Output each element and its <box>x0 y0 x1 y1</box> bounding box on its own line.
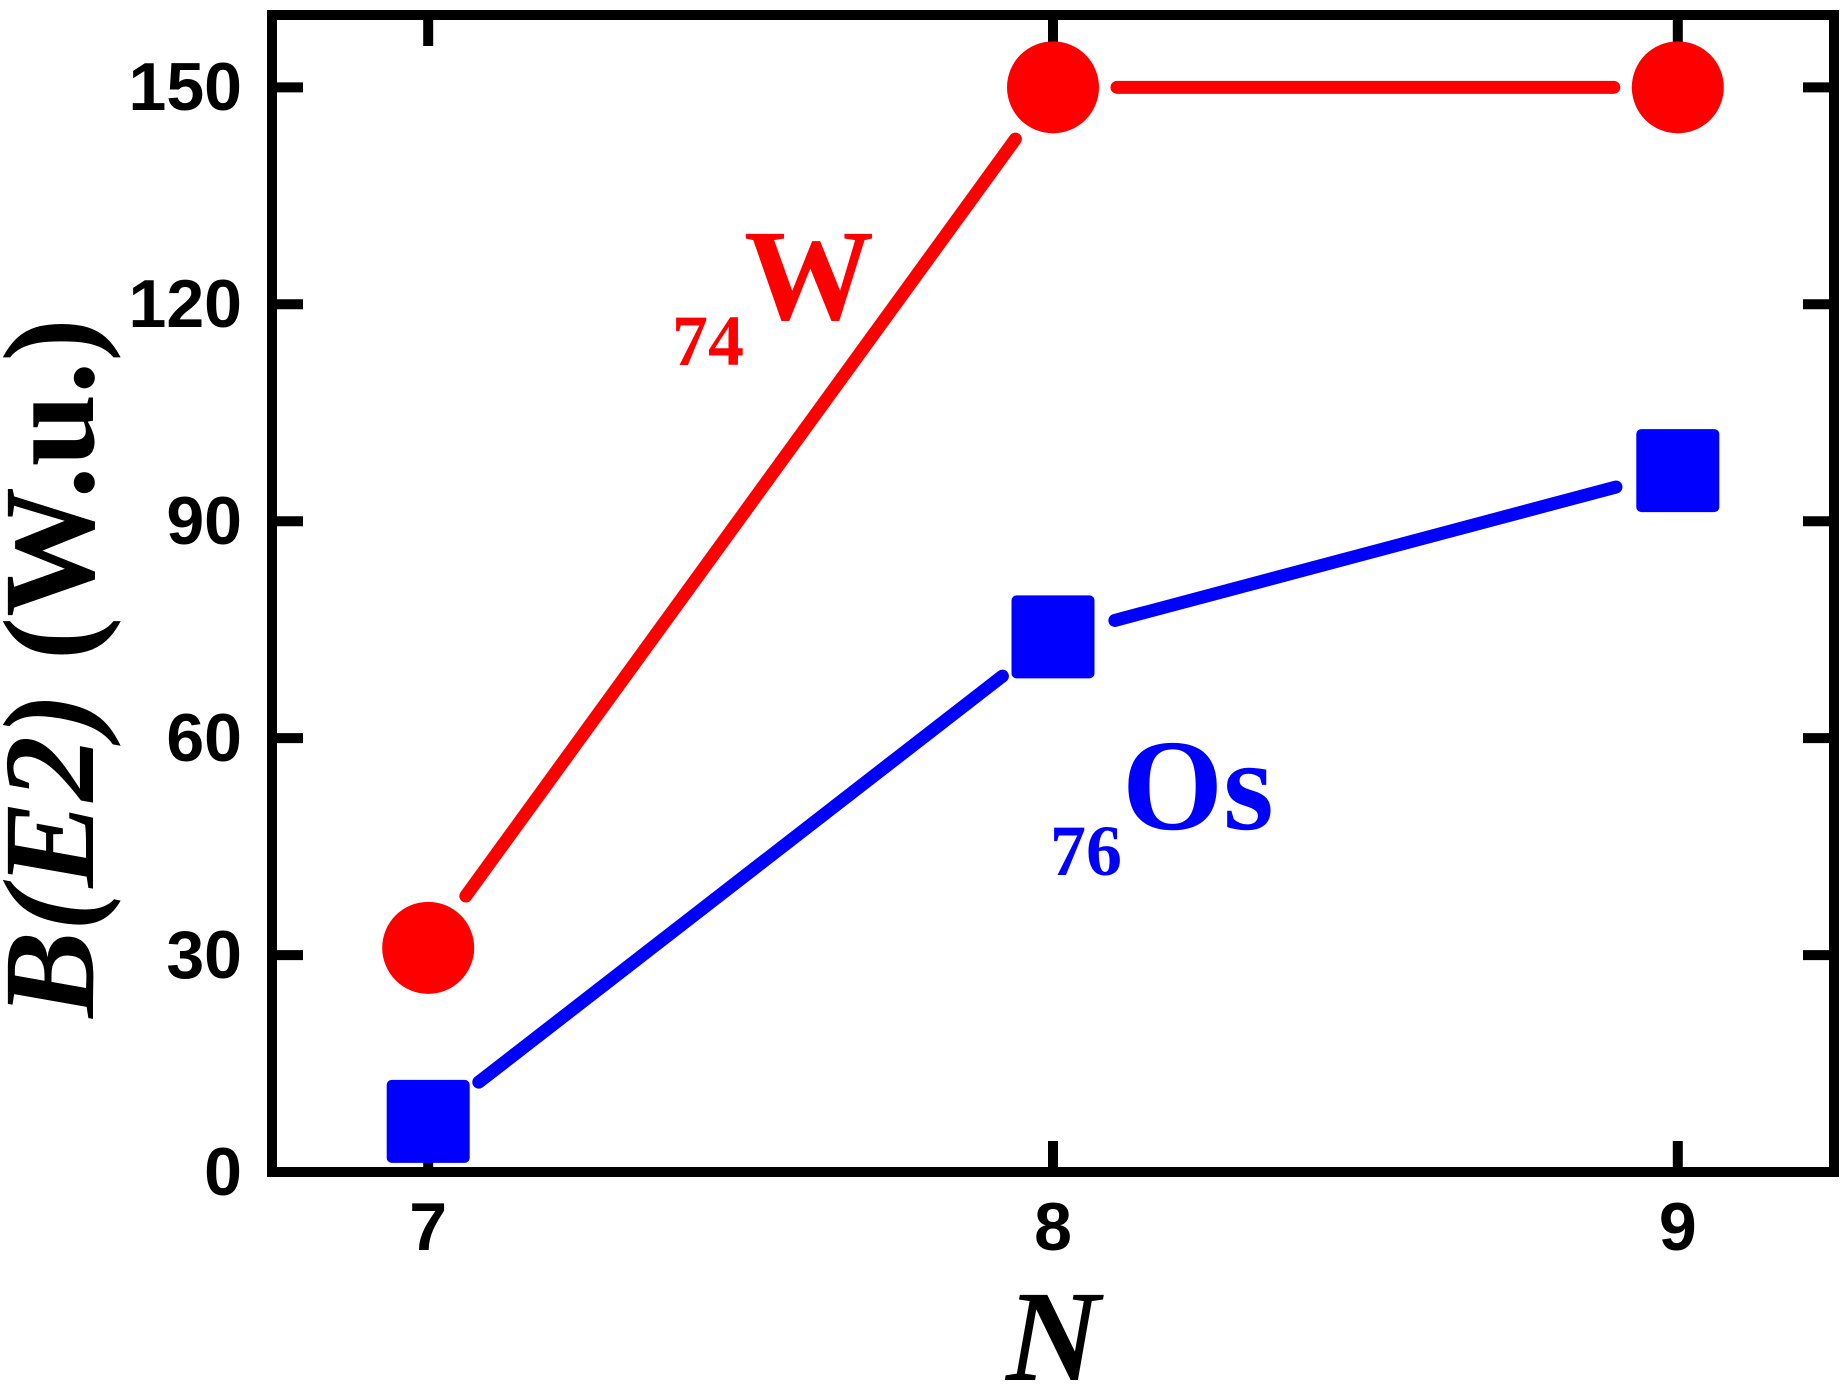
y-tick-label-90: 90 <box>166 483 242 560</box>
data-point-76Os-N9 <box>1636 429 1720 513</box>
series-w-element-symbol: W <box>744 204 874 348</box>
series-line-74W <box>459 132 1022 903</box>
x-tick-label-9: 9 <box>1658 1189 1697 1265</box>
y-tick-label-150: 150 <box>128 49 242 126</box>
series-label-w: 74W <box>672 211 874 377</box>
y-axis-title-quantity: B(E2) <box>0 692 122 1018</box>
series-line-76Os <box>1108 480 1623 627</box>
data-point-74W-N9 <box>1631 41 1724 134</box>
data-point-76Os-N7 <box>386 1079 470 1163</box>
data-point-74W-N8 <box>1007 41 1099 134</box>
y-axis-title: B(E2) (W.u.) <box>0 318 122 1017</box>
series-label-os: 76Os <box>1050 721 1274 887</box>
plot-frame <box>267 10 1839 1177</box>
y-tick-label-120: 120 <box>128 266 242 343</box>
series-os-proton-number: 76 <box>1050 811 1122 891</box>
y-tick-label-60: 60 <box>166 700 242 777</box>
x-tick-label-8: 8 <box>1034 1189 1072 1265</box>
x-axis-title: N <box>1006 1265 1100 1387</box>
data-point-76Os-N8 <box>1011 595 1095 679</box>
y-axis-title-units: (W.u.) <box>0 318 122 661</box>
y-tick-label-0: 0 <box>204 1134 242 1210</box>
series-line-76Os <box>472 669 1009 1089</box>
series-os-element-symbol: Os <box>1122 714 1274 858</box>
data-point-74W-N7 <box>382 901 475 994</box>
x-tick-label-7: 7 <box>409 1189 448 1265</box>
y-tick-label-30: 30 <box>166 917 242 994</box>
series-w-proton-number: 74 <box>672 301 744 381</box>
